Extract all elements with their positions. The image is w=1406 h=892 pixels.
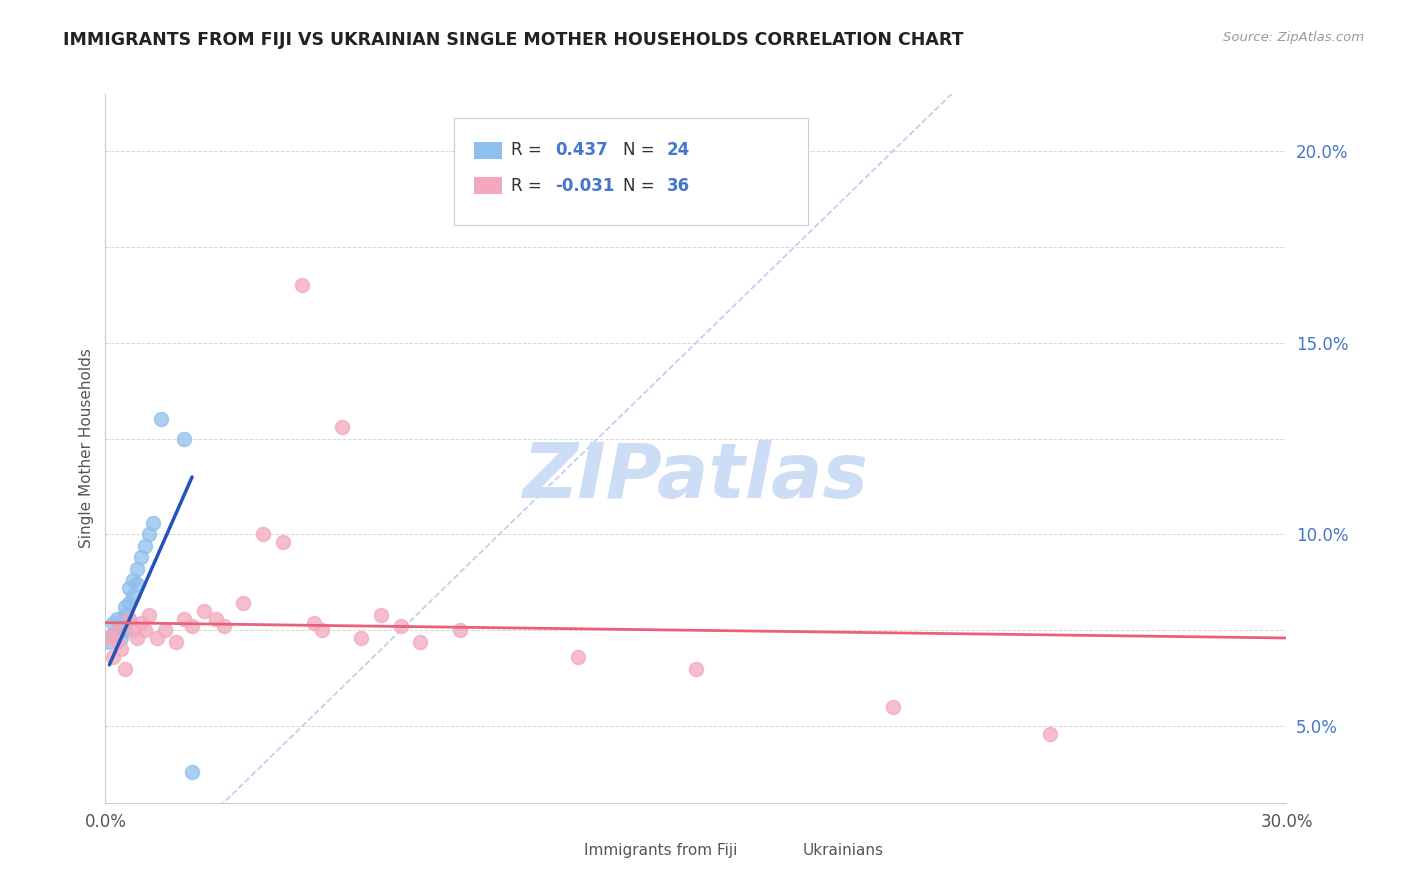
Point: [118, 581, 141, 595]
Point: [103, 650, 125, 665]
Point: [165, 635, 187, 649]
Point: [145, 631, 167, 645]
Point: [118, 597, 141, 611]
Point: [882, 700, 904, 714]
Point: [105, 612, 128, 626]
Point: [173, 432, 195, 446]
Text: -0.031: -0.031: [555, 177, 614, 194]
Point: [409, 635, 432, 649]
Point: [103, 615, 125, 630]
Point: [252, 527, 274, 541]
Point: [122, 624, 145, 638]
Text: IMMIGRANTS FROM FIJI VS UKRAINIAN SINGLE MOTHER HOUSEHOLDS CORRELATION CHART: IMMIGRANTS FROM FIJI VS UKRAINIAN SINGLE…: [63, 31, 963, 49]
Text: 0.437: 0.437: [555, 142, 609, 160]
FancyBboxPatch shape: [759, 850, 789, 867]
FancyBboxPatch shape: [454, 119, 808, 225]
Point: [173, 612, 195, 626]
Text: 36: 36: [666, 177, 689, 194]
Point: [105, 624, 128, 638]
Point: [153, 624, 176, 638]
Point: [114, 624, 136, 638]
Point: [271, 535, 294, 549]
Point: [110, 619, 132, 633]
Text: N =: N =: [623, 177, 659, 194]
Point: [125, 631, 148, 645]
Y-axis label: Single Mother Households: Single Mother Households: [79, 348, 94, 549]
Point: [291, 278, 314, 293]
Point: [302, 615, 325, 630]
Point: [134, 539, 156, 553]
Point: [122, 589, 145, 603]
Point: [105, 635, 128, 649]
Text: Immigrants from Fiji: Immigrants from Fiji: [583, 843, 737, 858]
Point: [149, 412, 172, 426]
FancyBboxPatch shape: [474, 142, 502, 159]
Point: [118, 612, 141, 626]
Point: [98, 631, 121, 645]
FancyBboxPatch shape: [474, 178, 502, 194]
Point: [105, 624, 128, 638]
Point: [1039, 727, 1062, 741]
Point: [129, 615, 152, 630]
FancyBboxPatch shape: [541, 850, 569, 867]
Point: [138, 607, 160, 622]
Point: [232, 597, 254, 611]
Point: [389, 619, 412, 633]
Point: [125, 577, 148, 591]
Point: [114, 662, 136, 676]
Point: [212, 619, 235, 633]
Point: [330, 420, 353, 434]
Point: [449, 624, 471, 638]
Text: N =: N =: [623, 142, 659, 160]
Point: [181, 765, 204, 780]
Point: [138, 527, 160, 541]
Point: [118, 612, 141, 626]
Point: [110, 642, 132, 657]
Point: [122, 574, 145, 588]
Point: [103, 627, 125, 641]
Point: [98, 635, 121, 649]
Point: [370, 607, 392, 622]
Point: [685, 662, 707, 676]
Point: [114, 600, 136, 615]
Point: [204, 612, 226, 626]
Point: [193, 604, 215, 618]
Point: [181, 619, 204, 633]
Text: Source: ZipAtlas.com: Source: ZipAtlas.com: [1223, 31, 1364, 45]
Point: [567, 650, 589, 665]
Point: [114, 607, 136, 622]
Text: 24: 24: [666, 142, 690, 160]
Point: [134, 624, 156, 638]
Text: Ukrainians: Ukrainians: [803, 843, 883, 858]
Text: R =: R =: [510, 142, 547, 160]
Point: [125, 562, 148, 576]
Text: ZIPatlas: ZIPatlas: [523, 440, 869, 514]
Text: R =: R =: [510, 177, 547, 194]
Point: [350, 631, 373, 645]
Point: [129, 550, 152, 565]
Point: [142, 516, 165, 530]
Point: [110, 631, 132, 645]
Point: [311, 624, 333, 638]
